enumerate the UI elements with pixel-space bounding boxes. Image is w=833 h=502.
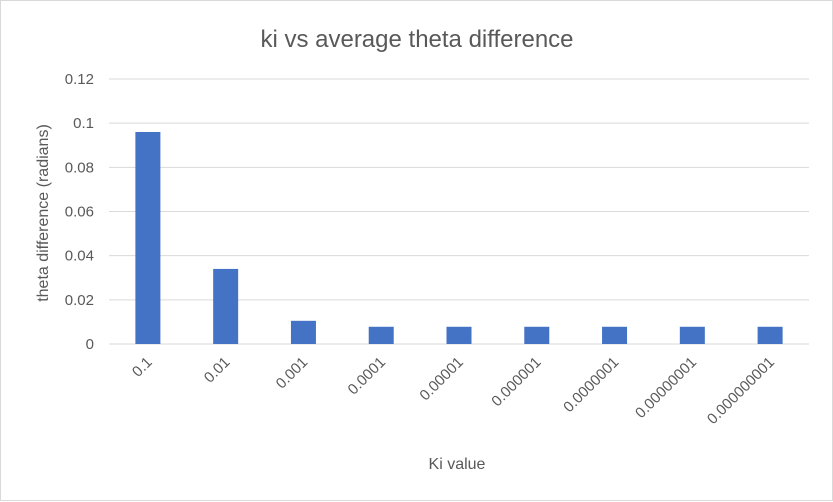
x-axis-label: Ki value <box>429 456 486 473</box>
bar <box>213 268 239 344</box>
y-tick-label: 0.02 <box>65 292 94 309</box>
x-tick-label: 0.0001 <box>345 354 389 398</box>
chart-title: ki vs average theta difference <box>260 26 573 53</box>
bar <box>679 326 705 344</box>
y-axis-label: theta difference (radians) <box>35 124 52 302</box>
y-tick-label: 0.04 <box>65 248 94 265</box>
y-tick-label: 0 <box>86 336 94 353</box>
bar <box>757 326 783 344</box>
x-tick-label: 0.0000001 <box>560 354 622 416</box>
bars <box>135 132 783 344</box>
x-axis-ticks: 0.1 0.01 0.001 0.0001 0.00001 0.000001 0.00000… <box>129 354 778 428</box>
x-tick-label: 0.001 <box>273 354 312 393</box>
bar <box>135 132 161 344</box>
bar <box>368 326 394 344</box>
y-axis-ticks: 0 0.02 0.04 0.06 0.08 0.1 0.12 <box>65 71 94 353</box>
x-tick-label: 0.00000001 <box>632 354 700 422</box>
bar <box>524 326 550 344</box>
x-tick-label: 0.00001 <box>416 354 466 404</box>
bar <box>446 326 472 344</box>
x-tick-label: 0.000000001 <box>704 354 778 428</box>
bar <box>290 320 316 344</box>
y-tick-label: 0.06 <box>65 204 94 221</box>
y-tick-label: 0.12 <box>65 71 94 88</box>
x-tick-label: 0.000001 <box>488 354 544 410</box>
y-tick-label: 0.08 <box>65 159 94 176</box>
x-tick-label: 0.01 <box>201 354 234 387</box>
bar <box>602 326 628 344</box>
x-tick-label: 0.1 <box>129 354 156 381</box>
y-tick-label: 0.1 <box>73 115 94 132</box>
